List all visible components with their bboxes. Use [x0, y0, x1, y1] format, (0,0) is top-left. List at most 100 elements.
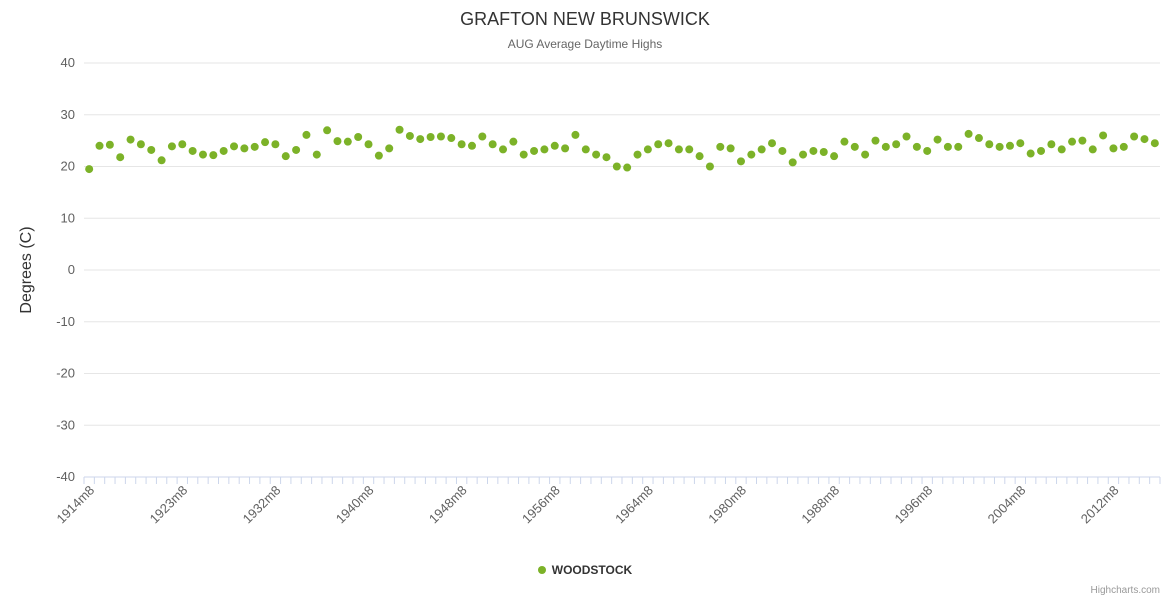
data-point[interactable]	[292, 145, 301, 154]
data-point[interactable]	[312, 150, 321, 159]
data-point[interactable]	[416, 135, 425, 144]
data-point[interactable]	[902, 132, 911, 141]
data-point[interactable]	[912, 142, 921, 151]
data-point[interactable]	[943, 142, 952, 151]
legend[interactable]: WOODSTOCK	[0, 563, 1170, 577]
data-point[interactable]	[623, 163, 632, 172]
data-point[interactable]	[1099, 131, 1108, 140]
data-point[interactable]	[1140, 135, 1149, 144]
data-point[interactable]	[726, 144, 735, 153]
data-point[interactable]	[405, 131, 414, 140]
data-point[interactable]	[1037, 146, 1046, 155]
data-point[interactable]	[436, 132, 445, 141]
data-point[interactable]	[757, 145, 766, 154]
data-point[interactable]	[747, 150, 756, 159]
data-point[interactable]	[116, 153, 125, 162]
data-point[interactable]	[302, 130, 311, 139]
data-point[interactable]	[126, 135, 135, 144]
data-point[interactable]	[1057, 145, 1066, 154]
data-point[interactable]	[95, 141, 104, 150]
data-point[interactable]	[995, 142, 1004, 151]
data-point[interactable]	[467, 141, 476, 150]
data-point[interactable]	[530, 146, 539, 155]
data-point[interactable]	[964, 129, 973, 138]
data-point[interactable]	[561, 144, 570, 153]
data-point[interactable]	[209, 151, 218, 160]
data-point[interactable]	[457, 140, 466, 149]
data-point[interactable]	[1078, 136, 1087, 145]
data-point[interactable]	[840, 137, 849, 146]
data-point[interactable]	[1005, 141, 1014, 150]
data-point[interactable]	[281, 152, 290, 161]
highcharts-credit[interactable]: Highcharts.com	[1090, 585, 1160, 596]
data-point[interactable]	[519, 150, 528, 159]
data-point[interactable]	[271, 140, 280, 149]
data-point[interactable]	[716, 142, 725, 151]
data-point[interactable]	[1068, 137, 1077, 146]
data-point[interactable]	[1047, 140, 1056, 149]
data-point[interactable]	[1026, 149, 1035, 158]
data-point[interactable]	[871, 136, 880, 145]
data-point[interactable]	[374, 151, 383, 160]
data-point[interactable]	[664, 139, 673, 148]
data-point[interactable]	[385, 144, 394, 153]
data-point[interactable]	[881, 142, 890, 151]
data-point[interactable]	[147, 145, 156, 154]
data-point[interactable]	[974, 134, 983, 143]
data-point[interactable]	[799, 150, 808, 159]
data-point[interactable]	[1109, 144, 1118, 153]
data-point[interactable]	[778, 146, 787, 155]
data-point[interactable]	[395, 125, 404, 134]
data-point[interactable]	[250, 142, 259, 151]
data-point[interactable]	[654, 140, 663, 149]
data-point[interactable]	[592, 150, 601, 159]
data-point[interactable]	[643, 145, 652, 154]
data-point[interactable]	[343, 137, 352, 146]
data-point[interactable]	[819, 148, 828, 157]
data-point[interactable]	[1088, 145, 1097, 154]
data-point[interactable]	[540, 145, 549, 154]
data-point[interactable]	[333, 137, 342, 146]
data-point[interactable]	[240, 144, 249, 153]
data-point[interactable]	[364, 140, 373, 149]
data-point[interactable]	[198, 150, 207, 159]
data-point[interactable]	[261, 138, 270, 147]
data-point[interactable]	[933, 135, 942, 144]
data-point[interactable]	[219, 146, 228, 155]
data-point[interactable]	[1016, 139, 1025, 148]
data-point[interactable]	[105, 140, 114, 149]
data-point[interactable]	[985, 140, 994, 149]
data-point[interactable]	[674, 145, 683, 154]
data-point[interactable]	[478, 132, 487, 141]
data-point[interactable]	[581, 145, 590, 154]
data-point[interactable]	[167, 142, 176, 151]
data-point[interactable]	[892, 140, 901, 149]
data-point[interactable]	[1130, 132, 1139, 141]
data-point[interactable]	[157, 156, 166, 165]
data-point[interactable]	[633, 150, 642, 159]
data-point[interactable]	[136, 140, 145, 149]
data-point[interactable]	[850, 142, 859, 151]
data-point[interactable]	[612, 162, 621, 171]
data-point[interactable]	[178, 140, 187, 149]
data-point[interactable]	[488, 140, 497, 149]
data-point[interactable]	[426, 133, 435, 141]
data-point[interactable]	[447, 134, 456, 143]
data-point[interactable]	[685, 145, 694, 154]
data-point[interactable]	[230, 142, 239, 151]
data-point[interactable]	[809, 146, 818, 155]
data-point[interactable]	[354, 133, 363, 141]
data-point[interactable]	[323, 126, 332, 135]
data-point[interactable]	[736, 157, 745, 166]
data-point[interactable]	[705, 162, 714, 171]
data-point[interactable]	[695, 152, 704, 161]
data-point[interactable]	[1119, 142, 1128, 151]
data-point[interactable]	[861, 150, 870, 159]
data-point[interactable]	[768, 139, 777, 148]
data-point[interactable]	[923, 146, 932, 155]
data-point[interactable]	[830, 152, 839, 161]
data-point[interactable]	[188, 146, 197, 155]
data-point[interactable]	[954, 142, 963, 151]
data-point[interactable]	[788, 158, 797, 167]
data-point[interactable]	[571, 130, 580, 139]
